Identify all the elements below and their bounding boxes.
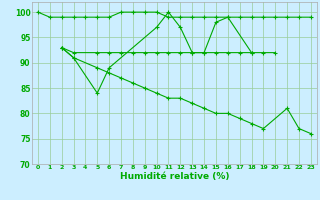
X-axis label: Humidité relative (%): Humidité relative (%) (120, 172, 229, 181)
